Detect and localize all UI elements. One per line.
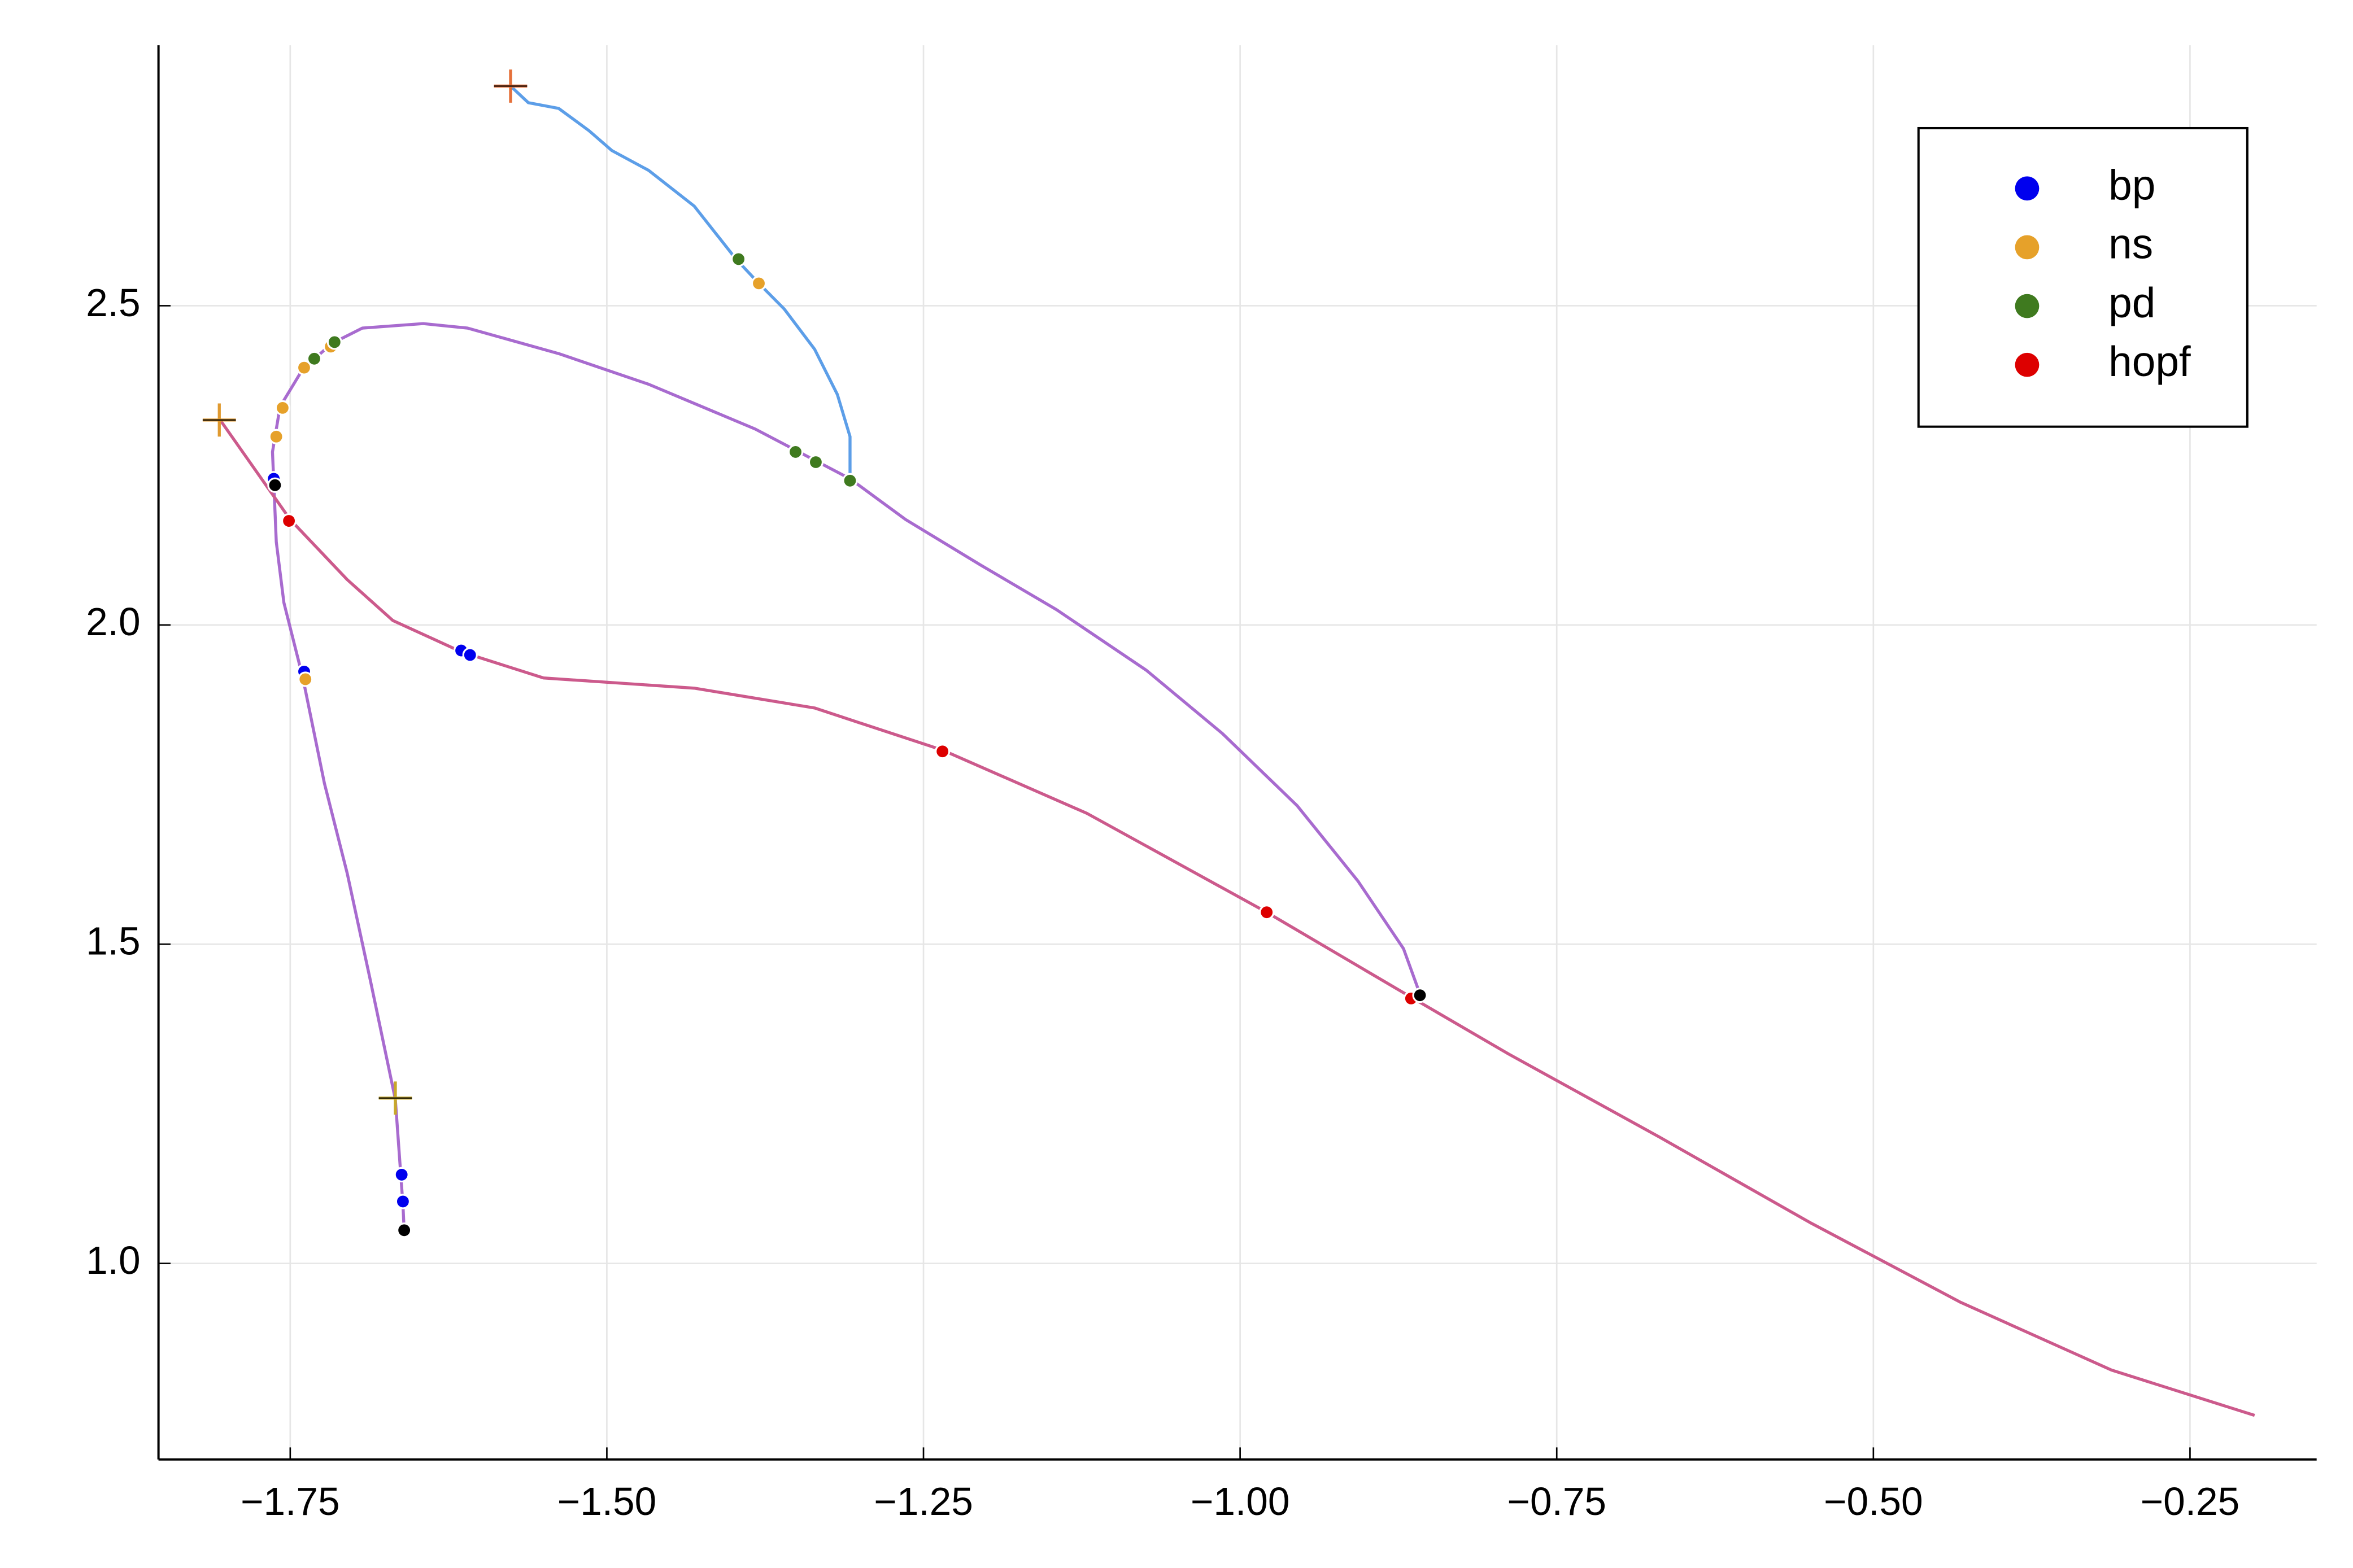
point bbox=[268, 429, 284, 444]
y-tick-label: 2.0 bbox=[86, 600, 140, 644]
legend-label: hopf bbox=[2108, 338, 2191, 385]
x-tick-label: −0.50 bbox=[1824, 1479, 1923, 1523]
legend-marker bbox=[2015, 294, 2040, 318]
y-tick-label: 2.5 bbox=[86, 281, 140, 325]
y-tick-label: 1.0 bbox=[86, 1238, 140, 1282]
point bbox=[935, 744, 951, 759]
legend-label: bp bbox=[2108, 161, 2155, 209]
legend-label: ns bbox=[2108, 220, 2153, 268]
point bbox=[281, 513, 297, 529]
point bbox=[731, 251, 747, 267]
plus-marker bbox=[494, 69, 528, 103]
x-tick-label: −0.75 bbox=[1507, 1479, 1606, 1523]
x-tick-label: −1.00 bbox=[1191, 1479, 1290, 1523]
point bbox=[396, 1222, 412, 1238]
point bbox=[306, 351, 323, 366]
point bbox=[1412, 988, 1428, 1003]
x-tick-label: −1.25 bbox=[874, 1479, 973, 1523]
point bbox=[298, 671, 313, 687]
legend-marker bbox=[2015, 176, 2040, 201]
x-tick-label: −1.75 bbox=[241, 1479, 340, 1523]
point bbox=[395, 1194, 411, 1209]
plus-marker bbox=[378, 1081, 412, 1115]
point bbox=[326, 334, 342, 350]
point bbox=[1259, 905, 1275, 920]
curve bbox=[509, 85, 852, 479]
y-tick-label: 1.5 bbox=[86, 919, 140, 963]
legend-box bbox=[1917, 126, 2249, 428]
plus-marker bbox=[202, 403, 236, 437]
point bbox=[462, 647, 478, 663]
x-tick-label: −0.25 bbox=[2141, 1479, 2240, 1523]
point bbox=[274, 400, 290, 416]
curve bbox=[218, 418, 2255, 1417]
point bbox=[842, 473, 858, 488]
x-tick-label: −1.50 bbox=[557, 1479, 657, 1523]
curve bbox=[271, 322, 1422, 1232]
point bbox=[394, 1167, 409, 1183]
point bbox=[267, 477, 283, 493]
legend-marker bbox=[2015, 352, 2040, 377]
point bbox=[787, 444, 804, 460]
point bbox=[751, 276, 767, 291]
legend-marker bbox=[2015, 235, 2040, 260]
point bbox=[808, 454, 824, 470]
legend-label: pd bbox=[2108, 279, 2155, 326]
point bbox=[296, 360, 312, 375]
